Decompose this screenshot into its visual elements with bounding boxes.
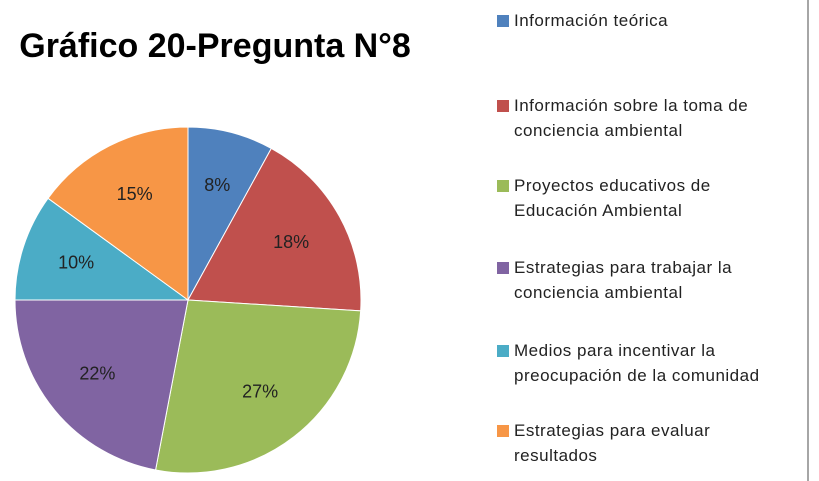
- legend-swatch: [497, 345, 509, 357]
- pie-slice: [14, 197, 190, 301]
- data-label: 22%: [79, 364, 115, 384]
- legend-label: Estrategias para evaluar resultados: [514, 421, 711, 465]
- pie-slice: [47, 126, 189, 301]
- legend-swatch: [497, 100, 509, 112]
- legend-label: Información teórica: [514, 11, 669, 30]
- legend-swatch: [497, 262, 509, 274]
- pie-slice: [187, 147, 362, 312]
- legend-label: Medios para incentivar la preocupación d…: [514, 341, 760, 385]
- legend-item: Información teórica: [497, 8, 797, 33]
- legend-item: Información sobre la toma de conciencia …: [497, 93, 797, 143]
- data-label: 10%: [58, 252, 94, 272]
- legend-item: Proyectos educativos de Educación Ambien…: [497, 173, 797, 223]
- legend-swatch: [497, 15, 509, 27]
- legend-swatch: [497, 180, 509, 192]
- data-label: 8%: [204, 175, 230, 195]
- data-label: 27%: [242, 382, 278, 402]
- pie-slice: [154, 299, 362, 474]
- legend-item: Estrategias para evaluar resultados: [497, 418, 797, 468]
- data-label: 15%: [117, 184, 153, 204]
- legend-item: Medios para incentivar la preocupación d…: [497, 338, 797, 388]
- legend-swatch: [497, 425, 509, 437]
- legend-label: Estrategias para trabajar la conciencia …: [514, 258, 733, 302]
- legend-label: Proyectos educativos de Educación Ambien…: [514, 176, 711, 220]
- chart-title: Gráfico 20-Pregunta N°8: [19, 27, 410, 65]
- legend-label: Información sobre la toma de conciencia …: [514, 96, 749, 140]
- data-label: 18%: [273, 232, 309, 252]
- pie-slice: [14, 299, 189, 471]
- legend-item: Estrategias para trabajar la conciencia …: [497, 255, 797, 305]
